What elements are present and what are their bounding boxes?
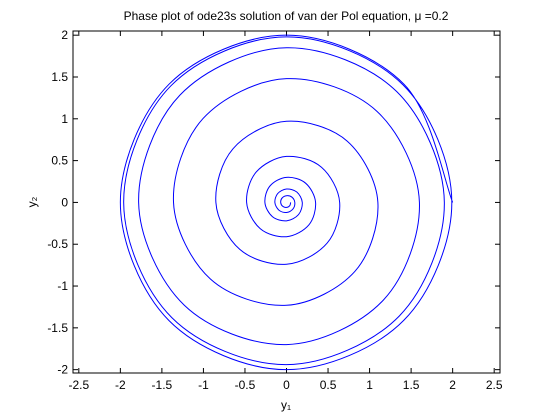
x-tick-label: 2.5 — [486, 378, 503, 392]
y-tick-label: -1.5 — [47, 321, 68, 335]
x-tick-label: -0.5 — [235, 378, 256, 392]
y-tick-label: -0.5 — [47, 237, 68, 251]
y-tick-label: 0.5 — [51, 154, 68, 168]
x-tick-label: -2 — [115, 378, 126, 392]
y-tick-label: 0 — [61, 195, 68, 209]
x-tick-label: 2 — [449, 378, 456, 392]
y-tick-label: -2 — [57, 363, 68, 377]
y-tick-label: 2 — [61, 28, 68, 42]
x-tick-label: 1 — [366, 378, 373, 392]
x-tick-label: 1.5 — [403, 378, 420, 392]
x-tick-label: -1.5 — [152, 378, 173, 392]
y-tick-label: 1.5 — [51, 70, 68, 84]
y-tick-label: 1 — [61, 112, 68, 126]
phase-curve — [119, 34, 454, 371]
x-tick-label: -2.5 — [68, 378, 89, 392]
y-tick-label: -1 — [57, 279, 68, 293]
x-tick-label: 0 — [283, 378, 290, 392]
plot-area — [72, 30, 501, 374]
y-axis-label: y₂ — [25, 196, 39, 207]
x-tick-label: -1 — [198, 378, 209, 392]
chart-title: Phase plot of ode23s solution of van der… — [124, 9, 449, 23]
x-axis-label: y₁ — [281, 398, 291, 412]
x-tick-label: 0.5 — [320, 378, 337, 392]
